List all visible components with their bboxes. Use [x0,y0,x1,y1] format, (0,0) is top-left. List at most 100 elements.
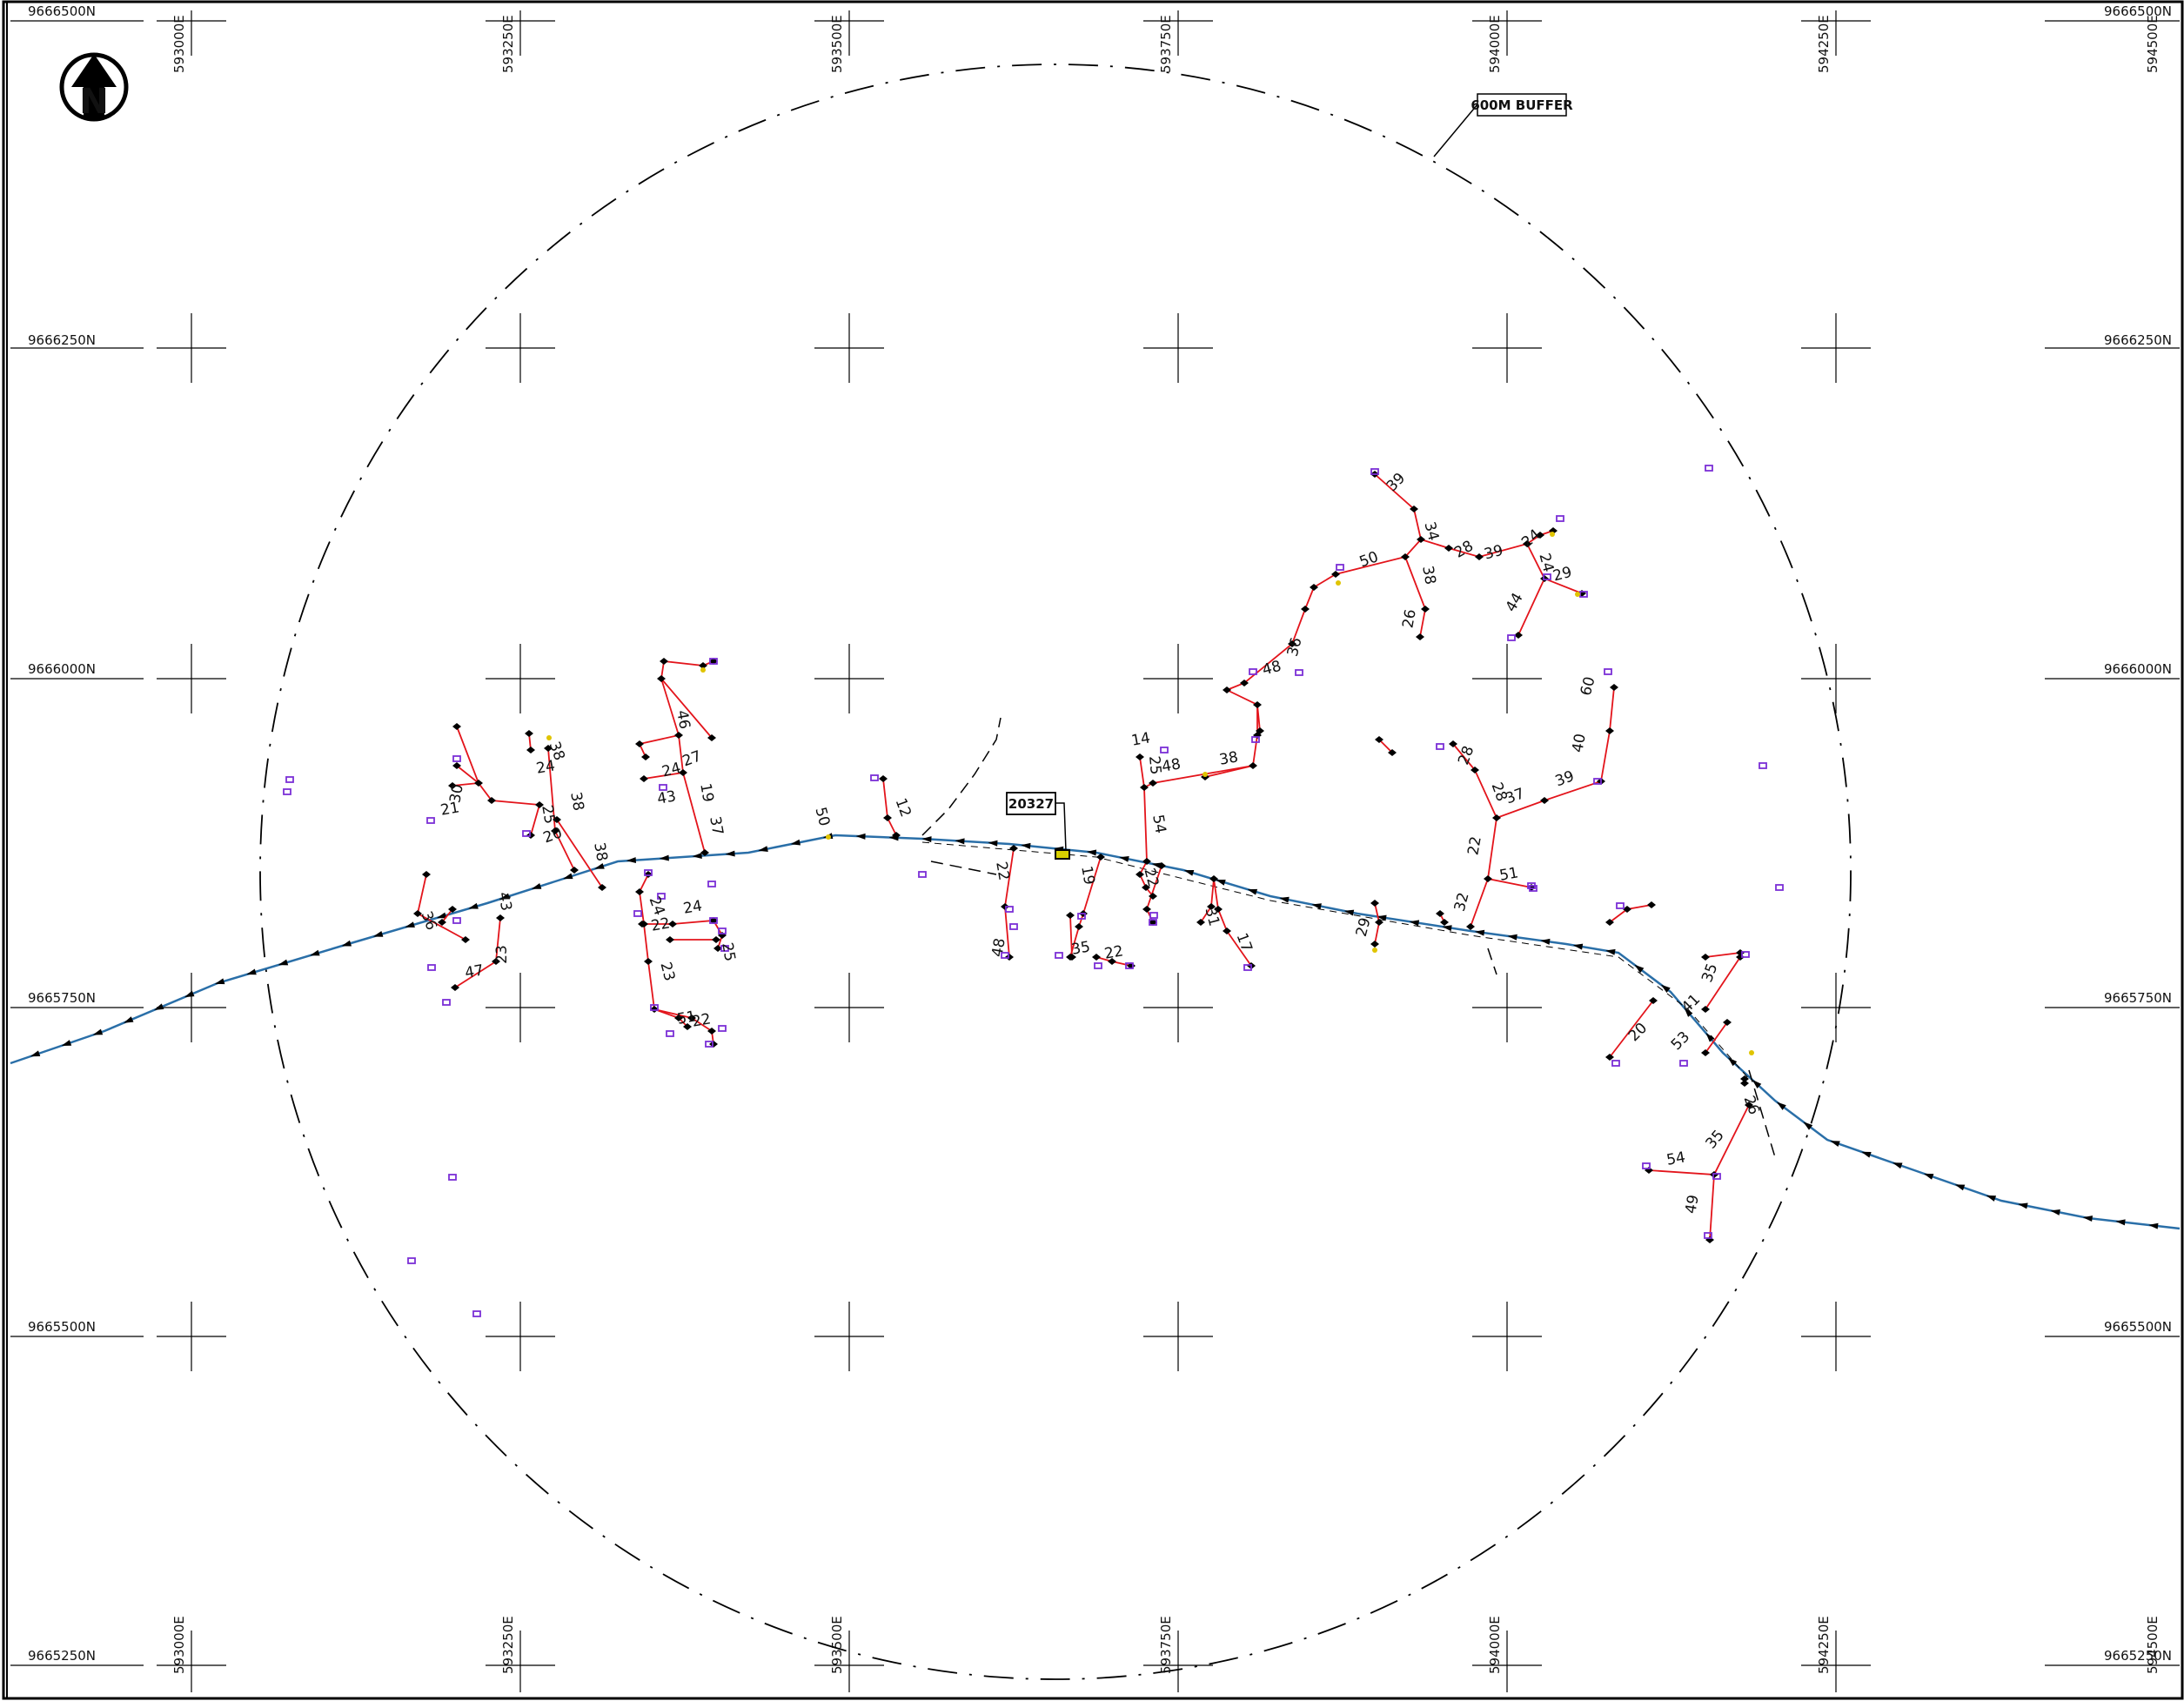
spur-node [1440,919,1449,926]
easting-label-bottom-7: 594500E [2145,1616,2161,1674]
pipeline-marker [1752,1079,1762,1088]
spur-node [1649,997,1658,1004]
easting-label-top-6: 594250E [1816,15,1832,73]
spur-node [525,730,533,737]
receptor-marker [1704,1232,1712,1239]
pipeline-marker [278,959,289,966]
spur-node [883,814,892,821]
segment-label: 39 [1553,767,1577,790]
segment-label: 38 [1218,748,1240,768]
pipeline-marker [659,854,669,861]
easting-labels: 593000E 593000E 593250E 593250E 593500E … [171,15,2161,1674]
receptor-marker [1149,912,1158,919]
spur-node [438,919,446,926]
receptor-marker [709,917,718,924]
buffer-leader-line [1433,104,1478,157]
segment-label: 51 [676,1008,698,1028]
spur-node [461,936,470,943]
spur-node [1149,893,1157,900]
pipeline-marker [1442,925,1452,932]
spur-node [712,936,720,943]
yellow-marker [700,667,706,673]
spur-node [713,945,722,952]
segment-label: 17 [1233,931,1256,954]
spur-node [638,921,646,928]
segment-label: 19 [696,782,716,804]
spur-line [1709,1174,1715,1241]
pipeline-marker [1247,888,1258,895]
receptor-marker [1642,1162,1651,1169]
easting-label-bottom-5: 594000E [1487,1616,1503,1674]
segment-label: 48 [1161,755,1182,775]
spur-node [1066,912,1075,919]
spur-node [1136,871,1144,878]
spur-node [687,1015,696,1021]
site-callout: 20327 [1006,792,1070,860]
spur-node [1449,740,1457,747]
spur-node [668,921,677,928]
pipeline-marker [92,1028,104,1035]
pipeline-marker [1183,869,1195,876]
spur-node [451,984,459,991]
spur-node [1514,632,1523,639]
spur-node [650,1006,659,1013]
spur-node [1701,1006,1710,1013]
segment-label: 22 [1140,867,1162,889]
spur-line [1648,1104,1750,1175]
segment-label: 22 [992,861,1012,882]
pipeline-marker [531,883,542,889]
spur-node [1416,633,1424,640]
spur-node [1623,906,1631,913]
pipeline-marker [1540,938,1551,945]
pipeline-marker [61,1040,72,1046]
spur-line [441,908,453,923]
spur-node [700,849,709,856]
spur-node [1536,532,1544,539]
receptor-marker [650,1004,659,1011]
pipeline-marker [2115,1219,2126,1226]
spur-node [474,780,483,787]
spur-node [535,801,544,808]
northing-label-left-1: 9666500N [28,3,96,19]
segment-label: 60 [1578,675,1599,698]
spur-line [1204,765,1254,778]
segment-label: 26 [1740,1094,1763,1117]
northing-label-left-4: 9665750N [28,990,96,1006]
pipeline-marker [758,846,768,853]
receptor-marker [1160,747,1169,753]
receptor-marker [705,1041,713,1048]
spur-line [1420,539,1545,636]
spur-node [1142,858,1151,865]
receptor-marker [1094,962,1102,969]
pipeline-marker [184,990,195,998]
spur-node [544,745,553,752]
pipeline-marker [1605,948,1616,955]
north-arrow-letter: N [79,82,108,122]
spur-node [709,658,718,665]
spur-node [1370,900,1379,907]
spur-node [487,797,496,804]
receptor-marker [657,893,666,900]
pipeline-marker [562,873,573,880]
pipeline-marker [1803,1122,1813,1130]
spur-node [892,832,901,839]
segment-label: 24 [1518,526,1544,552]
spur-node [1723,1019,1732,1026]
receptor-marker [707,881,716,887]
receptor-marker [1556,515,1564,522]
pipeline-marker [468,902,479,909]
pipeline-marker [1474,929,1485,936]
pipeline-marker [1507,934,1517,941]
segment-label: 47 [464,961,486,981]
pipeline-marker [2018,1202,2028,1209]
spur-node [1142,906,1151,913]
segment-label: 23 [493,945,511,964]
segment-label: 31 [1201,906,1223,928]
spur-node [1421,606,1430,613]
pipeline-marker [594,862,605,869]
segment-label: 22 [1464,835,1484,857]
spur-lines [416,473,1750,1241]
pipeline-marker [372,931,384,937]
segment-label: 39 [1483,542,1505,564]
pipeline-marker [1776,1102,1786,1110]
